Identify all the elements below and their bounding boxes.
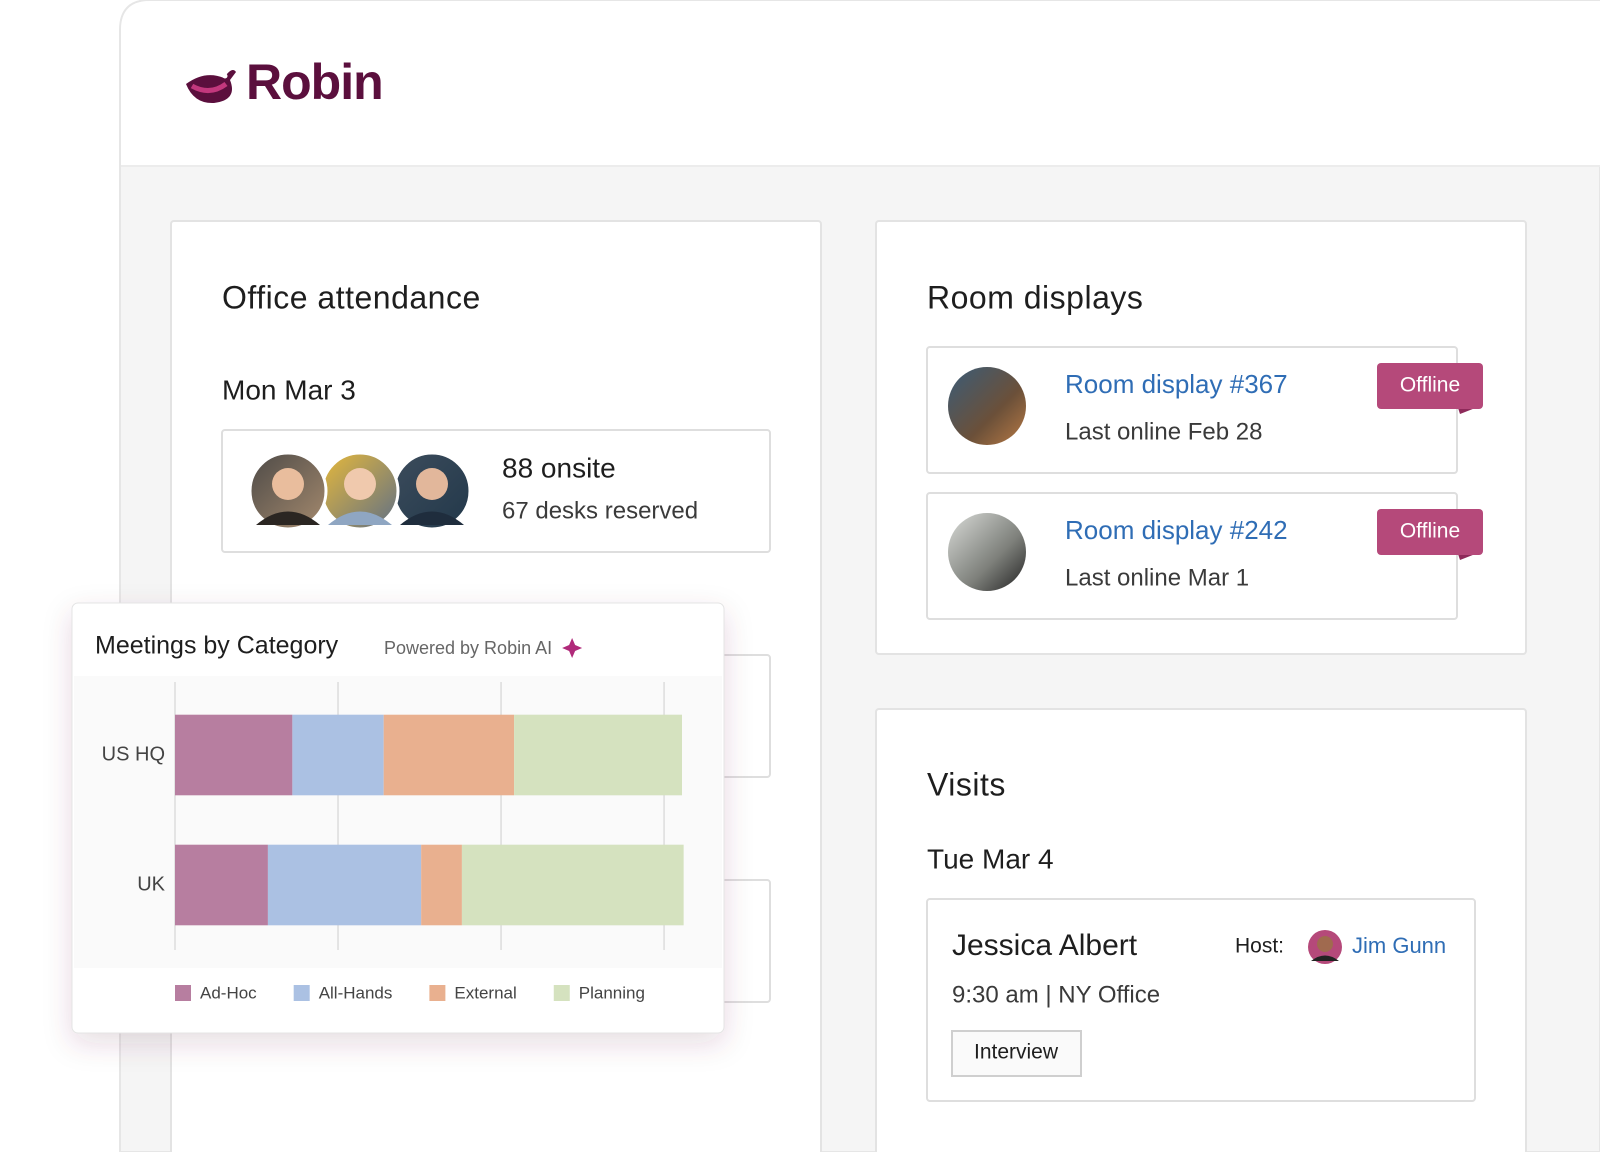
last-online: Last online Mar 1 (1065, 564, 1249, 591)
tag-label: Interview (974, 1041, 1059, 1064)
host-avatar (1308, 930, 1342, 964)
status-badge (1377, 363, 1483, 409)
bar-segment (514, 714, 682, 796)
room-link[interactable]: Room display #242 (1065, 515, 1288, 545)
category-label: UK (137, 873, 165, 895)
status-label: Offline (1400, 374, 1460, 397)
status-label: Offline (1400, 520, 1460, 543)
date: Mon Mar 3 (222, 374, 356, 405)
header (121, 1, 1600, 166)
host-label: Host: (1235, 935, 1284, 958)
legend-swatch (293, 985, 310, 1001)
room-photo (948, 513, 1026, 591)
bar-segment (175, 714, 293, 796)
tag (951, 1030, 1082, 1077)
bar-segment (175, 844, 268, 926)
category-label: US HQ (102, 743, 165, 765)
chart-subtitle: Powered by Robin AI (384, 638, 552, 658)
legend-swatch (175, 985, 191, 1001)
card-title: Office attendance (222, 279, 481, 315)
status-badge (1377, 509, 1483, 555)
visitor-name: Jessica Albert (952, 929, 1138, 962)
visit-details: 9:30 am | NY Office (952, 981, 1160, 1008)
legend-swatch (429, 985, 446, 1001)
legend-swatch (553, 985, 570, 1001)
bar-segment (292, 714, 384, 796)
logo-icon (186, 70, 236, 104)
last-online: Last online Feb 28 (1065, 418, 1262, 445)
sparkle-icon (562, 638, 583, 658)
host-link[interactable]: Jim Gunn (1352, 933, 1446, 958)
room-photo (948, 367, 1026, 445)
room-item (926, 346, 1458, 474)
card-title: Visits (927, 766, 1006, 802)
bar-segment (383, 714, 515, 796)
room-item (926, 492, 1458, 620)
chart-title: Meetings by Category (95, 632, 339, 660)
bar-segment (421, 844, 462, 926)
avatars (248, 451, 472, 531)
date: Tue Mar 4 (927, 843, 1054, 874)
legend-label: External (454, 983, 516, 1002)
desks-reserved: 67 desks reserved (502, 497, 698, 524)
bar-segment (461, 844, 684, 926)
room-link[interactable]: Room display #367 (1065, 369, 1288, 399)
legend-label: Ad-Hoc (200, 983, 257, 1002)
bar-segment (267, 844, 422, 926)
card-title: Room displays (927, 279, 1143, 315)
logo-text: Robin (246, 54, 383, 110)
onsite-count: 88 onsite (502, 452, 616, 483)
legend-label: All-Hands (319, 983, 393, 1002)
legend-label: Planning (579, 983, 645, 1002)
